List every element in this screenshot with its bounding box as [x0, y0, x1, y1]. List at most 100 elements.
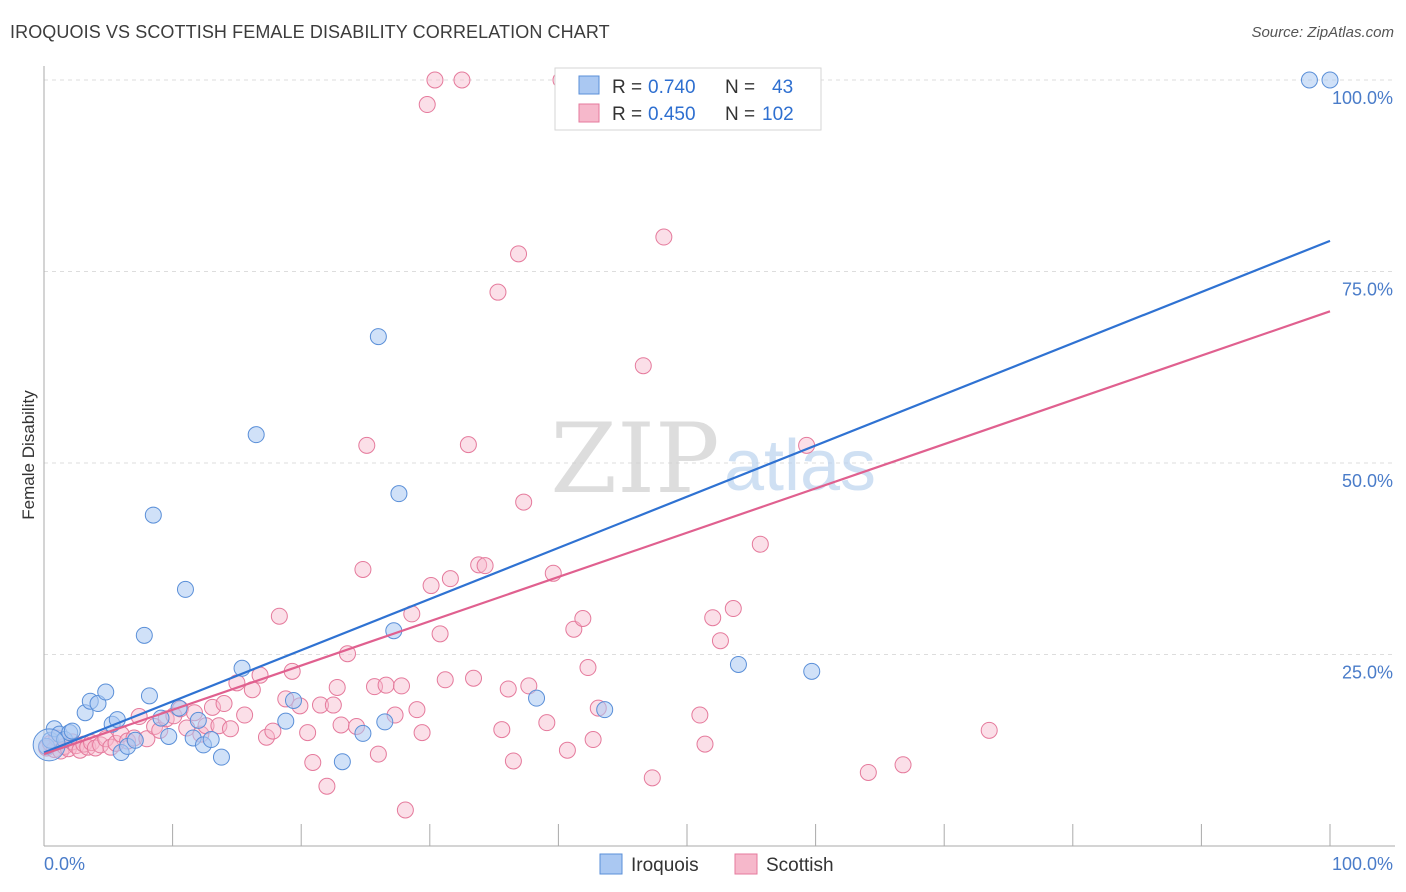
- y-tick-labels: 25.0% 50.0% 75.0% 100.0%: [1332, 88, 1393, 683]
- legend-swatch-scottish: [578, 103, 600, 123]
- point-scottish-35: [221, 720, 239, 738]
- point-iroquois-31: [284, 691, 302, 709]
- legend-n-value-iroquois: 43: [772, 77, 793, 98]
- legend-r-value-scottish: 0.450: [648, 104, 696, 125]
- point-scottish-91: [584, 731, 602, 749]
- point-scottish-90: [579, 659, 597, 677]
- axes: [43, 66, 1395, 847]
- grid-lines: [44, 79, 1395, 655]
- y-tick-label-1: 50.0%: [1342, 471, 1393, 491]
- correlation-legend: R = 0.740 N = 43 R = 0.450 N = 102: [554, 67, 822, 131]
- y-tick-label-3: 100.0%: [1332, 88, 1393, 108]
- point-scottish-59: [377, 676, 395, 694]
- point-scottish-53: [338, 645, 356, 663]
- point-scottish-80: [504, 752, 522, 770]
- point-scottish-97: [696, 735, 714, 753]
- point-scottish-47: [304, 754, 322, 772]
- point-scottish-55: [354, 560, 372, 578]
- point-iroquois-39: [596, 701, 614, 719]
- point-scottish-37: [236, 706, 254, 724]
- point-iroquois-40: [729, 655, 747, 673]
- point-scottish-79: [499, 680, 517, 698]
- point-iroquois-32: [333, 753, 351, 771]
- point-iroquois-42: [1300, 71, 1318, 89]
- y-axis-title: Female Disability: [19, 390, 38, 520]
- point-scottish-49: [318, 777, 336, 795]
- point-iroquois-35: [376, 713, 394, 731]
- point-iroquois-37: [390, 485, 408, 503]
- point-scottish-66: [418, 96, 436, 114]
- point-iroquois-34: [369, 328, 387, 346]
- point-iroquois-30: [277, 712, 295, 730]
- chart-source: Source: ZipAtlas.com: [1251, 24, 1394, 41]
- point-scottish-99: [711, 632, 729, 650]
- point-scottish-62: [396, 801, 414, 819]
- point-scottish-95: [655, 228, 673, 246]
- point-iroquois-10: [97, 683, 115, 701]
- chart-title: IROQUOIS VS SCOTTISH FEMALE DISABILITY C…: [10, 22, 610, 42]
- point-scottish-75: [470, 556, 488, 574]
- point-iroquois-20: [160, 727, 178, 745]
- point-iroquois-17: [140, 687, 158, 705]
- point-scottish-96: [691, 706, 709, 724]
- point-scottish-87: [558, 741, 576, 759]
- point-iroquois-27: [212, 748, 230, 766]
- x-tick-label-1: 100.0%: [1332, 854, 1393, 874]
- legend-n-label-scottish: N =: [725, 104, 755, 125]
- point-scottish-76: [476, 557, 494, 575]
- series-legend-label-scottish: Scottish: [766, 855, 834, 876]
- point-iroquois-24: [189, 711, 207, 729]
- x-tick-label-0: 0.0%: [44, 854, 85, 874]
- point-scottish-46: [299, 724, 317, 742]
- point-iroquois-43: [1321, 71, 1339, 89]
- point-iroquois-15: [126, 731, 144, 749]
- point-scottish-89: [574, 609, 592, 627]
- legend-r-label-scottish: R =: [612, 104, 642, 125]
- legend-r-label-iroquois: R =: [612, 77, 642, 98]
- watermark-zip: ZIP: [550, 403, 719, 515]
- point-scottish-103: [859, 763, 877, 781]
- point-scottish-40: [257, 728, 275, 746]
- point-scottish-69: [431, 625, 449, 643]
- trendline-iroquois: [43, 239, 1331, 754]
- point-scottish-98: [704, 609, 722, 627]
- point-scottish-64: [408, 701, 426, 719]
- point-iroquois-29: [247, 426, 265, 444]
- x-tick-labels: 0.0% 100.0%: [44, 854, 1393, 874]
- point-scottish-74: [465, 669, 483, 687]
- point-scottish-101: [751, 535, 769, 553]
- series-legend-label-iroquois: Iroquois: [631, 855, 699, 876]
- y-tick-label-2: 75.0%: [1342, 280, 1393, 300]
- series-legend-swatch-scottish: [734, 853, 758, 875]
- point-scottish-65: [413, 724, 431, 742]
- point-scottish-72: [453, 71, 471, 89]
- point-scottish-67: [422, 577, 440, 595]
- point-scottish-100: [724, 600, 742, 618]
- point-scottish-58: [369, 745, 387, 763]
- point-scottish-77: [489, 283, 507, 301]
- point-iroquois-41: [803, 662, 821, 680]
- series-legend-swatch-iroquois: [599, 853, 623, 875]
- point-scottish-34: [215, 695, 233, 713]
- point-iroquois-26: [202, 731, 220, 749]
- point-iroquois-38: [528, 689, 546, 707]
- point-scottish-93: [634, 357, 652, 375]
- point-scottish-51: [328, 678, 346, 696]
- series-points: [32, 71, 1339, 819]
- point-scottish-71: [441, 570, 459, 588]
- point-scottish-42: [270, 607, 288, 625]
- point-scottish-73: [459, 436, 477, 454]
- point-scottish-48: [311, 696, 329, 714]
- point-scottish-68: [426, 71, 444, 89]
- point-iroquois-16: [135, 626, 153, 644]
- legend-n-value-scottish: 102: [762, 104, 794, 125]
- y-tick-label-0: 25.0%: [1342, 663, 1393, 683]
- watermark: ZIP atlas: [550, 403, 876, 515]
- point-scottish-78: [493, 721, 511, 739]
- legend-r-value-iroquois: 0.740: [648, 77, 696, 98]
- point-scottish-81: [510, 245, 528, 263]
- trendline-scottish: [43, 310, 1331, 756]
- point-scottish-70: [436, 671, 454, 689]
- series-legend: Iroquois Scottish: [599, 853, 834, 876]
